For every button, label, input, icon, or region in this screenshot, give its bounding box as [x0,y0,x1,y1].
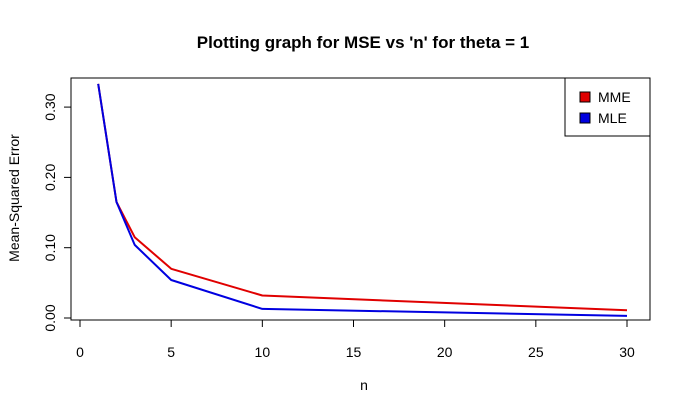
plot-area-frame [70,77,651,321]
x-tick-label: 25 [528,344,544,360]
x-tick-label: 5 [167,344,175,360]
legend-label-mle: MLE [598,110,627,126]
y-tick-label: 0.00 [42,304,58,331]
y-axis-label: Mean-Squared Error [6,134,22,262]
x-tick-label: 30 [619,344,635,360]
series-line-mle [97,83,628,317]
legend-swatch-mme [579,91,591,103]
y-tick-label: 0.10 [42,234,58,261]
legend-label-mme: MME [598,89,631,105]
x-axis-label: n [360,377,368,393]
x-axis: 0 5 10 15 20 25 30 [76,319,635,360]
y-tick-label: 0.30 [42,93,58,120]
legend-box [564,77,651,137]
x-tick-label: 0 [76,344,84,360]
series-line-mme [97,83,628,312]
series-lines [97,83,628,317]
chart-title: Plotting graph for MSE vs 'n' for theta … [197,33,530,52]
y-axis: 0.00 0.10 0.20 0.30 [42,93,72,332]
x-tick-label: 15 [346,344,362,360]
y-tick-label: 0.20 [42,164,58,191]
legend: MME MLE [564,77,651,137]
x-tick-label: 10 [255,344,271,360]
x-tick-label: 20 [437,344,453,360]
legend-swatch-mle [579,112,591,124]
